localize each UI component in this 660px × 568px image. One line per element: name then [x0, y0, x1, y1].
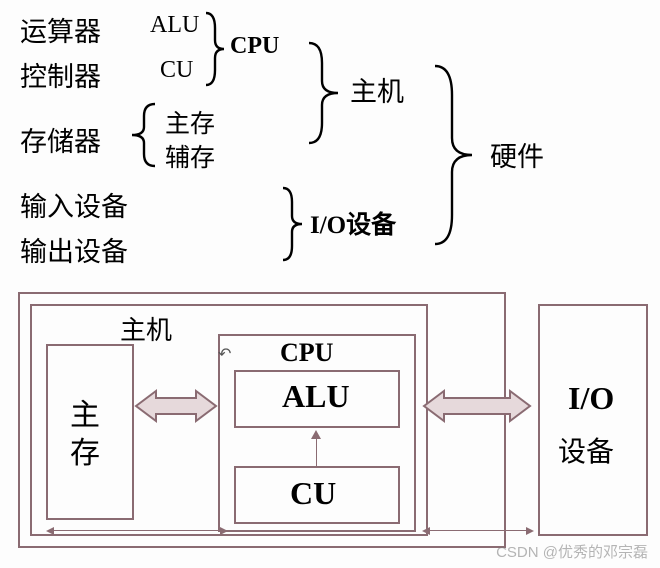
brace-cpu-icon: [203, 10, 227, 88]
boxlabel-io1: I/O: [568, 380, 614, 417]
watermark: CSDN @优秀的邓宗磊: [496, 541, 648, 562]
label-hw: 硬件: [490, 135, 544, 174]
brace-mem-icon: [128, 100, 158, 170]
boxlabel-io2: 设备: [558, 430, 614, 470]
arrow-cu-alu-line: [316, 438, 317, 466]
boxlabel-cu: CU: [290, 475, 336, 512]
boxlabel-mem2: 存: [70, 428, 100, 472]
label-cpu: CPU: [230, 33, 279, 60]
label-host: 主机: [350, 70, 404, 109]
cursor-icon: ↶: [218, 344, 231, 364]
label-cu-cn: 控制器: [20, 55, 101, 94]
label-mainmem: 主存: [165, 104, 215, 140]
arrow-cu-alu-head-icon: [311, 430, 321, 439]
label-out-cn: 输出设备: [20, 230, 128, 269]
arrow-thin-right: [428, 530, 528, 531]
boxlabel-alu: ALU: [282, 378, 350, 415]
label-in-cn: 输入设备: [20, 185, 128, 224]
diagram-canvas: 运算器 控制器 存储器 输入设备 输出设备 ALU CU 主存 辅存 CPU 主…: [0, 0, 660, 568]
label-cu-en: CU: [160, 57, 193, 84]
brace-io-icon: [280, 184, 306, 264]
label-alu-en: ALU: [150, 12, 199, 39]
label-io: I/O设备: [310, 205, 396, 241]
brace-host-icon: [305, 38, 343, 148]
boxlabel-host: 主机: [120, 310, 172, 347]
brace-hw-icon: [430, 60, 478, 250]
box-io: [538, 304, 648, 536]
label-auxmem: 辅存: [165, 138, 215, 174]
label-alu-cn: 运算器: [20, 10, 101, 49]
boxlabel-cpu: CPU: [280, 338, 333, 368]
arrow-thin-left: [52, 530, 222, 531]
label-mem-cn: 存储器: [20, 120, 101, 159]
